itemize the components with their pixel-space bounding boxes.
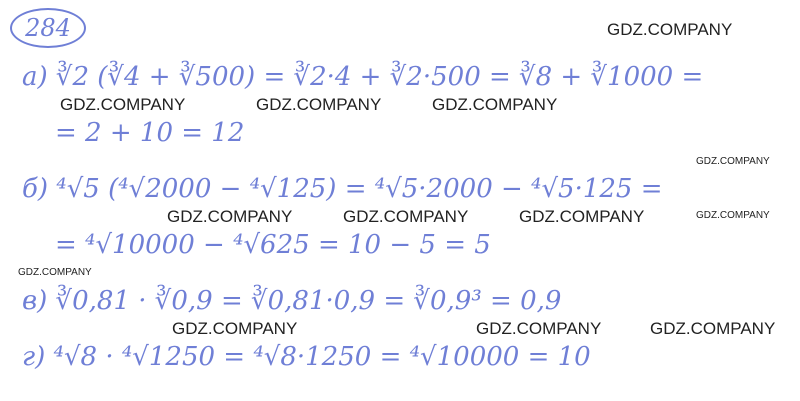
- solution-line-b: б) ⁴√5 (⁴√2000 − ⁴√125) = ⁴√5·2000 − ⁴√5…: [22, 174, 663, 204]
- problem-number: 284: [10, 8, 86, 48]
- watermark: GDZ.COMPANY: [167, 207, 293, 226]
- solution-line-b-result: = ⁴√10000 − ⁴√625 = 10 − 5 = 5: [55, 230, 491, 260]
- watermark: GDZ.COMPANY: [172, 319, 298, 338]
- watermark: GDZ.COMPANY: [696, 210, 770, 221]
- watermark: GDZ.COMPANY: [519, 207, 645, 226]
- watermark: GDZ.COMPANY: [432, 95, 558, 114]
- solution-line-v: в) ∛0,81 · ∛0,9 = ∛0,81·0,9 = ∛0,9³ = 0,…: [22, 286, 562, 316]
- watermark: GDZ.COMPANY: [343, 207, 469, 226]
- solution-line-g: г) ⁴√8 · ⁴√1250 = ⁴√8·1250 = ⁴√10000 = 1…: [22, 342, 591, 372]
- watermark: GDZ.COMPANY: [60, 95, 186, 114]
- watermark: GDZ.COMPANY: [18, 267, 92, 278]
- watermark: GDZ.COMPANY: [650, 319, 776, 338]
- watermark: GDZ.COMPANY: [696, 156, 770, 167]
- solution-line-a: а) ∛2 (∛4 + ∛500) = ∛2·4 + ∛2·500 = ∛8 +…: [22, 62, 704, 92]
- solution-line-a-result: = 2 + 10 = 12: [55, 118, 245, 148]
- watermark: GDZ.COMPANY: [607, 20, 733, 39]
- watermark: GDZ.COMPANY: [256, 95, 382, 114]
- watermark: GDZ.COMPANY: [476, 319, 602, 338]
